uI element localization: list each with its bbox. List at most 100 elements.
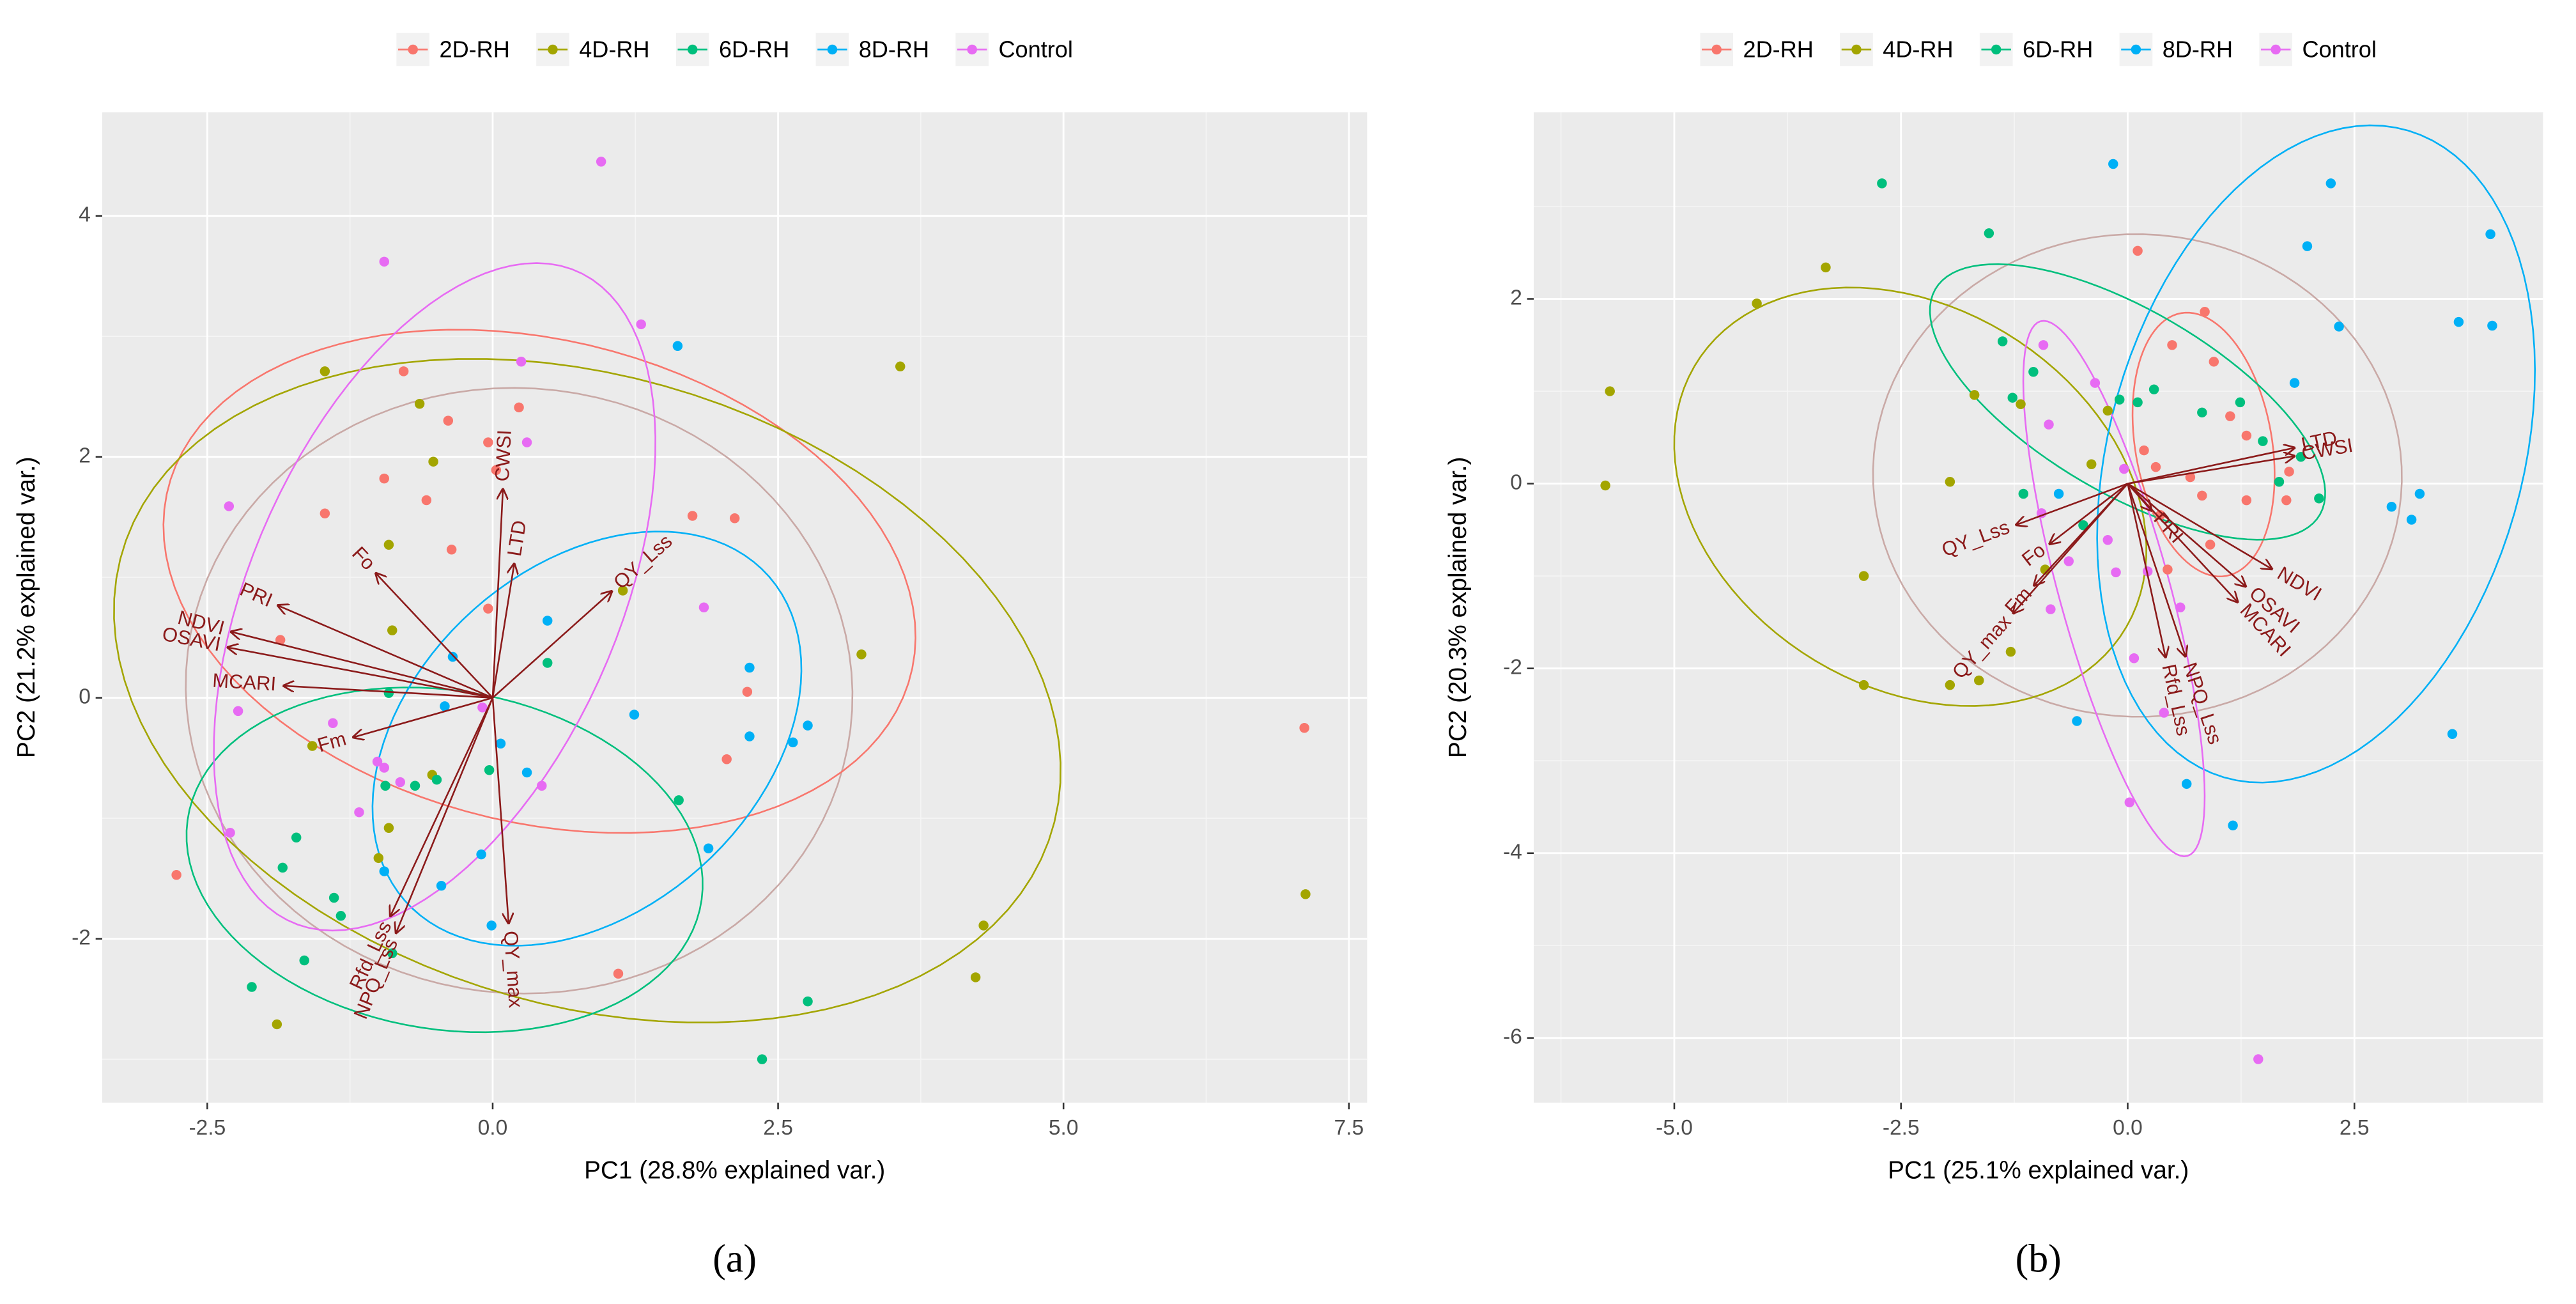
- point: [379, 763, 389, 773]
- point: [1600, 480, 1610, 491]
- point: [307, 741, 318, 751]
- point: [2133, 397, 2143, 408]
- legend-key-dot: [1991, 44, 2001, 55]
- point: [1300, 889, 1311, 899]
- point: [277, 862, 288, 873]
- point: [354, 807, 364, 818]
- point: [698, 602, 709, 613]
- loading-arrow: [2049, 483, 2129, 545]
- point: [328, 892, 339, 903]
- point: [398, 366, 409, 376]
- point: [2040, 564, 2051, 575]
- point: [421, 495, 432, 506]
- legend-label: Control: [998, 36, 1072, 63]
- point: [721, 754, 732, 765]
- point: [742, 687, 753, 697]
- point: [521, 437, 532, 447]
- point: [372, 756, 383, 767]
- point: [2148, 384, 2159, 394]
- ellipse: [1929, 263, 2326, 541]
- point: [2063, 556, 2074, 566]
- point: [383, 823, 394, 833]
- point: [2078, 520, 2088, 531]
- point: [224, 501, 235, 511]
- legend-key-dot: [1711, 44, 1722, 55]
- point: [2102, 535, 2113, 545]
- point: [2028, 366, 2039, 377]
- ellipse: [2096, 124, 2536, 784]
- point: [476, 849, 486, 860]
- point: [2133, 245, 2143, 256]
- point: [703, 843, 714, 854]
- legend-key-dot: [408, 44, 418, 55]
- point: [803, 996, 813, 1007]
- point: [744, 731, 755, 741]
- point: [1997, 336, 2008, 346]
- loading-arrow: [2127, 483, 2166, 658]
- loading-arrow: [2127, 447, 2295, 485]
- point: [387, 625, 397, 635]
- point: [2016, 399, 2026, 410]
- point: [379, 256, 389, 267]
- legend-label: 4D-RH: [1883, 36, 1953, 63]
- point: [1821, 262, 1831, 273]
- point: [2167, 340, 2177, 350]
- point: [2139, 445, 2149, 456]
- point: [2086, 459, 2097, 470]
- point: [291, 832, 302, 843]
- legend: 2D-RH 4D-RH 6D-RH 8D-RH Control: [396, 33, 1073, 66]
- point: [2228, 820, 2238, 831]
- x-tick-label: -2.5: [1883, 1116, 1920, 1140]
- point: [2111, 567, 2121, 578]
- point: [521, 767, 532, 778]
- point: [1858, 571, 1869, 581]
- x-axis-title: PC1 (25.1% explained var.): [1888, 1157, 2189, 1184]
- panel: [102, 112, 1368, 1103]
- point: [2005, 646, 2016, 657]
- ellipse: [113, 358, 1061, 1023]
- point: [803, 720, 813, 731]
- x-tick-label: 0.0: [478, 1116, 508, 1140]
- point: [486, 920, 497, 931]
- point: [335, 911, 346, 921]
- legend: 2D-RH 4D-RH 6D-RH 8D-RH Control: [1700, 33, 2377, 66]
- point: [2414, 488, 2425, 499]
- point: [233, 706, 243, 717]
- point: [2159, 708, 2169, 718]
- point: [1984, 228, 1994, 238]
- plot-area: [102, 112, 1368, 1103]
- legend-key-dot: [827, 44, 838, 55]
- point: [2200, 307, 2210, 317]
- point: [2253, 1054, 2264, 1064]
- legend-key-dot: [548, 44, 558, 55]
- x-tick-label: -2.5: [189, 1116, 226, 1140]
- arrow-label: CWSI: [491, 430, 516, 482]
- point: [2108, 159, 2118, 169]
- point: [436, 880, 447, 891]
- point: [414, 398, 425, 409]
- point: [2241, 495, 2252, 506]
- ellipse: [1673, 286, 2147, 707]
- point: [373, 853, 384, 864]
- point: [542, 658, 553, 668]
- point: [2284, 467, 2294, 477]
- plot-area: [1534, 112, 2543, 1103]
- point: [629, 710, 640, 720]
- loading-arrow: [2127, 483, 2186, 658]
- point: [387, 948, 397, 958]
- point: [1945, 679, 1955, 690]
- point: [1945, 476, 1955, 487]
- y-tick-label: -6: [1503, 1025, 1522, 1049]
- caption: (a): [713, 1238, 757, 1281]
- loading-arrow: [230, 632, 493, 699]
- caption: (b): [2016, 1238, 2062, 1281]
- point: [2119, 463, 2129, 474]
- point: [2124, 797, 2135, 807]
- point: [2197, 407, 2207, 418]
- point: [2386, 501, 2397, 512]
- legend-key-dot: [2271, 44, 2281, 55]
- point: [1877, 178, 1887, 189]
- legend-label: 8D-RH: [2163, 36, 2233, 63]
- point: [2258, 436, 2268, 446]
